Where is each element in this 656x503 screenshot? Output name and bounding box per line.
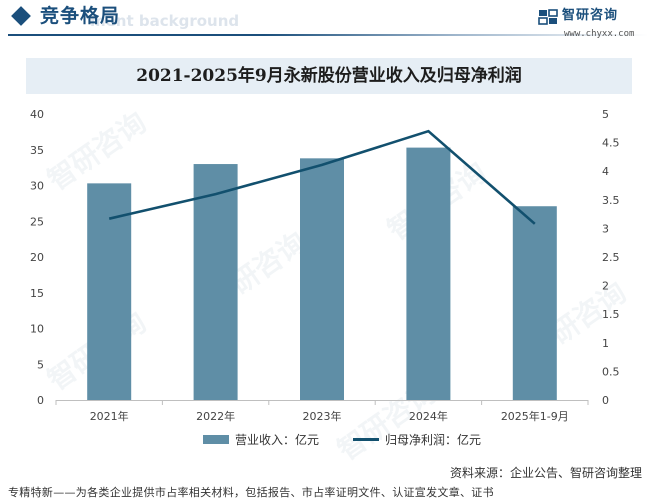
- profit-line: [108, 129, 536, 225]
- chart-title-band: 2021-2025年9月永新股份营业收入及归母净利润: [26, 58, 632, 94]
- header-ghost-text: ment background: [90, 12, 240, 30]
- category-label: 2021年: [90, 409, 129, 423]
- brand-url: www.chyxx.com: [564, 29, 635, 39]
- legend-item-revenue: 营业收入：亿元: [203, 430, 319, 448]
- category-label: 2023年: [303, 409, 342, 423]
- right-axis-tick-label: 5: [602, 108, 609, 121]
- source-note: 资料来源：企业公告、智研咨询整理: [449, 466, 642, 480]
- chyxx-logo-icon: [538, 9, 558, 25]
- brand-logo-block: 智研咨询 www.chyxx.com: [534, 3, 644, 43]
- bar: [193, 164, 238, 400]
- bar: [300, 158, 344, 400]
- right-axis-tick-label: 2.5: [602, 251, 620, 264]
- line-swatch: [353, 437, 379, 441]
- right-axis-tick-label: 1.5: [602, 308, 620, 321]
- right-axis-tick-label: 3: [602, 222, 609, 235]
- right-axis-tick-label: 4: [602, 165, 609, 178]
- chart-legend: 营业收入：亿元 归母净利润：亿元: [0, 430, 656, 448]
- left-axis-tick-label: 0: [37, 394, 44, 407]
- left-axis-tick-label: 30: [30, 180, 44, 193]
- bar: [406, 147, 451, 400]
- category-label: 2022年: [196, 409, 235, 423]
- footer-text: 专精特新——为各类企业提供市占率相关材料，包括报告、市占率证明文件、认证宣发文章…: [8, 486, 494, 499]
- header-divider: [8, 34, 648, 36]
- right-axis-tick-label: 3.5: [602, 194, 620, 207]
- bar-swatch: [203, 434, 229, 444]
- legend-item-profit: 归母净利润：亿元: [353, 430, 481, 448]
- right-axis-tick-label: 4.5: [602, 137, 620, 150]
- section-title: 竞争格局: [40, 5, 121, 27]
- left-axis-tick-label: 5: [37, 358, 44, 371]
- chart-axes: [55, 400, 589, 405]
- right-axis-tick-label: 0.5: [602, 365, 620, 378]
- right-axis-tick-label: 1: [602, 337, 609, 350]
- right-axis-tick-label: 0: [602, 394, 609, 407]
- left-axis-tick-label: 35: [30, 144, 44, 157]
- combo-chart: 0 5 10 15 20 25 30 35 40 0 0.5 1 1.5 2 2.5 3 3.5 4 4.5 5 202…: [30, 108, 620, 423]
- legend-label-revenue: 营业收入：亿元: [235, 432, 320, 447]
- category-label: 2024年: [409, 409, 448, 423]
- legend-label-profit: 归母净利润：亿元: [385, 432, 482, 447]
- bar: [87, 183, 132, 400]
- tick-labels: 0 5 10 15 20 25 30 35 40 0 0.5 1 1.5 2 2.5 3 3.5 4 4.5 5 202…: [30, 108, 620, 423]
- right-axis-tick-label: 2: [602, 280, 609, 293]
- brand-name: 智研咨询: [562, 8, 619, 23]
- left-axis-tick-label: 15: [30, 287, 44, 300]
- bar: [512, 206, 557, 400]
- chart-title: 2021-2025年9月永新股份营业收入及归母净利润: [136, 66, 522, 86]
- diamond-icon: [11, 6, 31, 26]
- page-header: ment background 竞争格局: [0, 0, 656, 40]
- category-label: 2025年1-9月: [501, 409, 569, 423]
- line-series: [108, 129, 536, 225]
- footer-bar: 专精特新——为各类企业提供市占率相关材料，包括报告、市占率证明文件、认证宣发文章…: [0, 483, 656, 503]
- bar-series: [87, 147, 557, 400]
- left-axis-tick-label: 25: [30, 215, 44, 228]
- left-axis-tick-label: 10: [30, 323, 44, 336]
- left-axis-tick-label: 20: [30, 251, 44, 264]
- left-axis-tick-label: 40: [30, 108, 44, 121]
